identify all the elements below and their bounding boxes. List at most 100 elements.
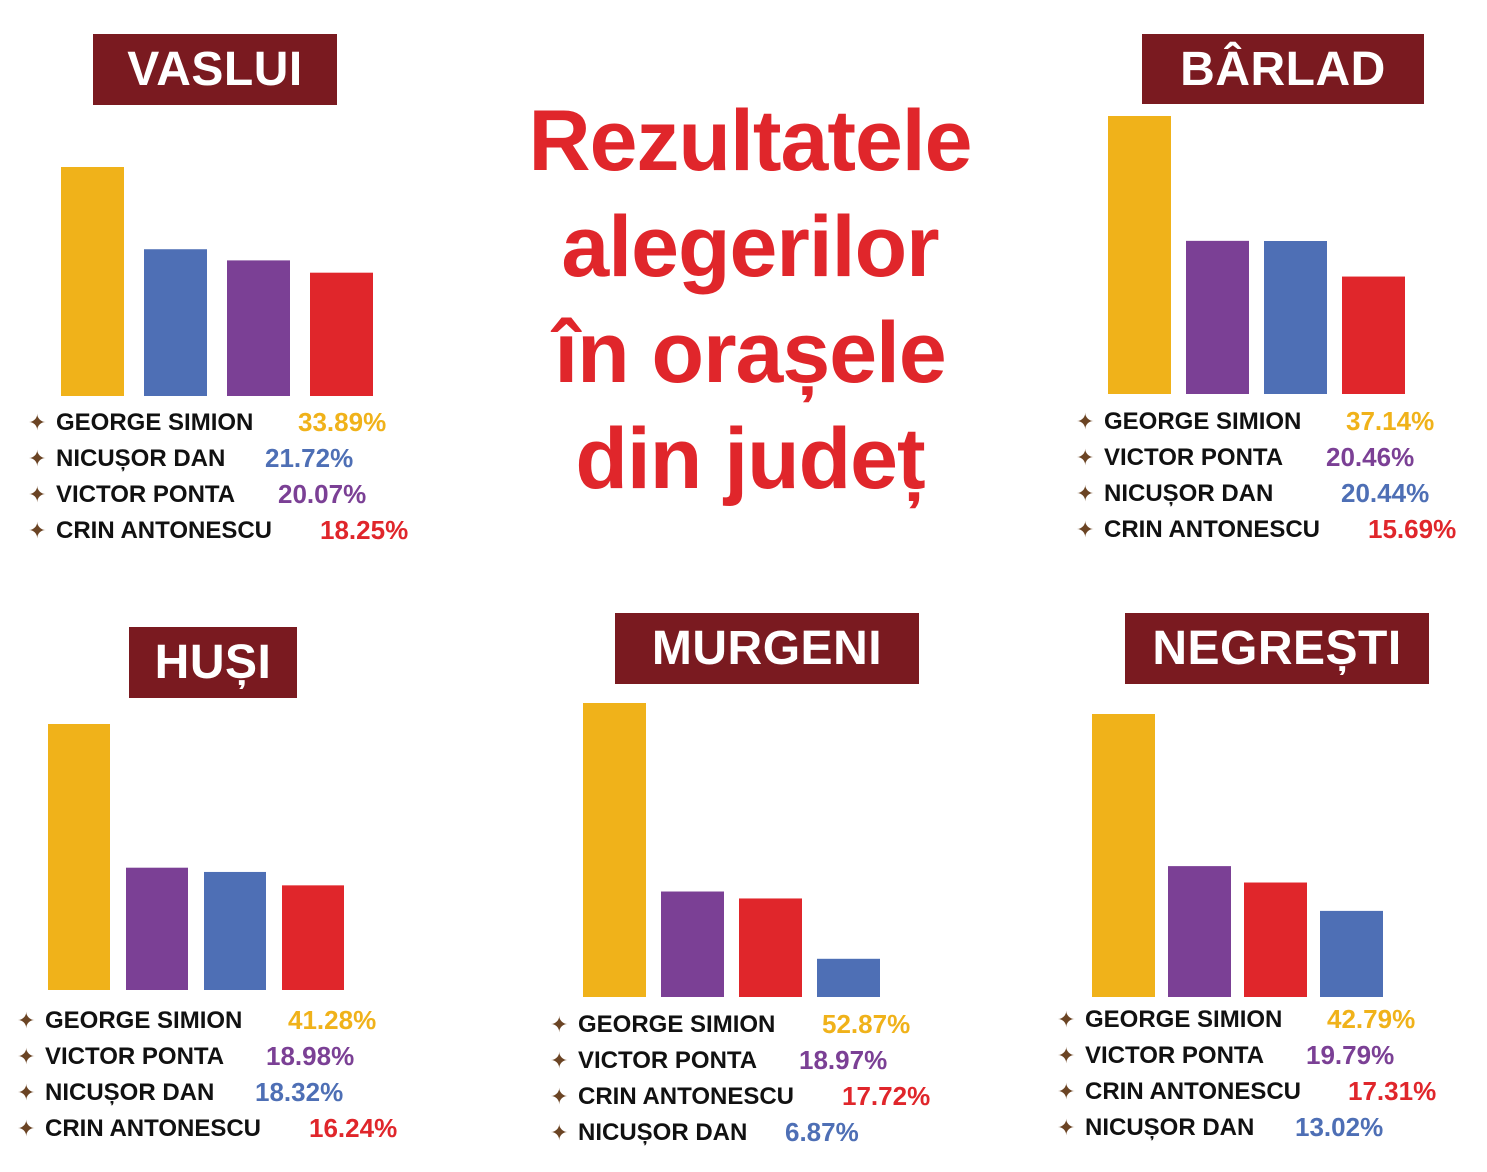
candidate-name: GEORGE SIMION (1085, 1006, 1283, 1033)
legend-row: ✦ VICTOR PONTA (1057, 1041, 1264, 1071)
star-bullet-icon: ✦ (28, 410, 47, 435)
legend-row: ✦ GEORGE SIMION (17, 1006, 242, 1036)
candidate-name: NICUȘOR DAN (1104, 480, 1274, 507)
star-bullet-icon: ✦ (17, 1008, 36, 1033)
bar-murgeni-3 (739, 898, 802, 997)
star-bullet-icon: ✦ (1076, 409, 1095, 434)
candidate-percent: 42.79% (1327, 1004, 1416, 1034)
candidate-percent: 17.31% (1348, 1076, 1437, 1106)
candidate-name: GEORGE SIMION (1104, 408, 1302, 435)
star-bullet-icon: ✦ (1057, 1043, 1076, 1068)
candidate-name: GEORGE SIMION (578, 1011, 776, 1038)
star-bullet-icon: ✦ (28, 446, 47, 471)
candidate-name: NICUȘOR DAN (56, 445, 226, 472)
candidate-percent: 13.02% (1295, 1112, 1384, 1142)
bar-vaslui-4 (310, 272, 373, 396)
candidate-percent: 6.87% (785, 1117, 859, 1147)
main-title-line: în orașele (554, 305, 947, 401)
legend-row: ✦ GEORGE SIMION (550, 1010, 775, 1040)
legend-row: ✦ VICTOR PONTA (1076, 443, 1283, 473)
legend-row: ✦ CRIN ANTONESCU (1076, 515, 1320, 545)
bar-barlad-4 (1342, 276, 1405, 394)
bar-negresti-3 (1244, 882, 1307, 997)
candidate-name: GEORGE SIMION (45, 1007, 243, 1034)
star-bullet-icon: ✦ (550, 1120, 569, 1145)
bar-vaslui-1 (61, 167, 124, 396)
bar-negresti-4 (1320, 910, 1383, 997)
candidate-percent: 52.87% (822, 1009, 911, 1039)
candidate-name: CRIN ANTONESCU (1085, 1078, 1302, 1105)
legend-row: ✦ GEORGE SIMION (28, 408, 253, 438)
main-title-line: din județ (575, 411, 925, 507)
city-title-husi: HUȘI (129, 627, 297, 698)
legend-row: ✦ NICUȘOR DAN (1076, 479, 1273, 509)
legend-row: ✦ VICTOR PONTA (28, 480, 235, 510)
candidate-percent: 18.97% (799, 1045, 888, 1075)
star-bullet-icon: ✦ (17, 1044, 36, 1069)
candidate-percent: 16.24% (309, 1113, 398, 1143)
star-bullet-icon: ✦ (1057, 1115, 1076, 1140)
bar-vaslui-2 (144, 249, 207, 396)
legend-row: ✦ VICTOR PONTA (550, 1046, 757, 1076)
candidate-name: NICUȘOR DAN (1085, 1114, 1255, 1141)
candidate-name: CRIN ANTONESCU (1104, 516, 1321, 543)
legend-row: ✦ VICTOR PONTA (17, 1042, 224, 1072)
city-title-murgeni: MURGENI (615, 613, 919, 684)
star-bullet-icon: ✦ (17, 1116, 36, 1141)
city-title-negresti: NEGREȘTI (1125, 613, 1429, 684)
bar-murgeni-4 (817, 958, 880, 997)
bar-murgeni-1 (583, 703, 646, 997)
candidate-percent: 41.28% (288, 1005, 377, 1035)
legend-row: ✦ NICUȘOR DAN (28, 444, 225, 474)
candidate-percent: 15.69% (1368, 514, 1457, 544)
candidate-percent: 18.32% (255, 1077, 344, 1107)
star-bullet-icon: ✦ (1076, 481, 1095, 506)
candidate-name: VICTOR PONTA (1104, 444, 1284, 471)
candidate-percent: 20.07% (278, 479, 367, 509)
bar-negresti-2 (1168, 866, 1231, 997)
legend-row: ✦ CRIN ANTONESCU (550, 1082, 794, 1112)
star-bullet-icon: ✦ (1057, 1007, 1076, 1032)
candidate-percent: 20.44% (1341, 478, 1430, 508)
bar-barlad-2 (1186, 240, 1249, 394)
candidate-percent: 18.25% (320, 515, 409, 545)
star-bullet-icon: ✦ (1076, 445, 1095, 470)
legend-row: ✦ GEORGE SIMION (1057, 1005, 1282, 1035)
main-title: Rezultatele alegerilor în orașele din ju… (440, 88, 1060, 512)
candidate-name: CRIN ANTONESCU (56, 517, 273, 544)
legend-row: ✦ NICUȘOR DAN (550, 1118, 747, 1148)
candidate-name: VICTOR PONTA (578, 1047, 758, 1074)
star-bullet-icon: ✦ (550, 1012, 569, 1037)
bar-barlad-3 (1264, 241, 1327, 394)
legend-row: ✦ CRIN ANTONESCU (17, 1114, 261, 1144)
star-bullet-icon: ✦ (28, 482, 47, 507)
city-title-vaslui: VASLUI (93, 34, 337, 105)
bar-husi-3 (204, 871, 266, 990)
candidate-name: VICTOR PONTA (56, 481, 236, 508)
main-title-line: Rezultatele (528, 93, 972, 189)
main-title-line: alegerilor (561, 199, 939, 295)
candidate-percent: 21.72% (265, 443, 354, 473)
city-title-barlad: BÂRLAD (1142, 34, 1424, 104)
candidate-percent: 37.14% (1346, 406, 1435, 436)
candidate-name: NICUȘOR DAN (578, 1119, 748, 1146)
legend-row: ✦ NICUȘOR DAN (17, 1078, 214, 1108)
bar-husi-4 (282, 885, 344, 990)
star-bullet-icon: ✦ (550, 1048, 569, 1073)
star-bullet-icon: ✦ (1057, 1079, 1076, 1104)
star-bullet-icon: ✦ (550, 1084, 569, 1109)
bar-husi-2 (126, 867, 188, 990)
bar-vaslui-3 (227, 260, 290, 396)
candidate-percent: 17.72% (842, 1081, 931, 1111)
bar-murgeni-2 (661, 891, 724, 997)
legend-row: ✦ NICUȘOR DAN (1057, 1113, 1254, 1143)
bar-negresti-1 (1092, 714, 1155, 997)
candidate-name: NICUȘOR DAN (45, 1079, 215, 1106)
candidate-percent: 19.79% (1306, 1040, 1395, 1070)
bar-husi-1 (48, 724, 110, 990)
candidate-name: GEORGE SIMION (56, 409, 254, 436)
legend-row: ✦ GEORGE SIMION (1076, 407, 1301, 437)
